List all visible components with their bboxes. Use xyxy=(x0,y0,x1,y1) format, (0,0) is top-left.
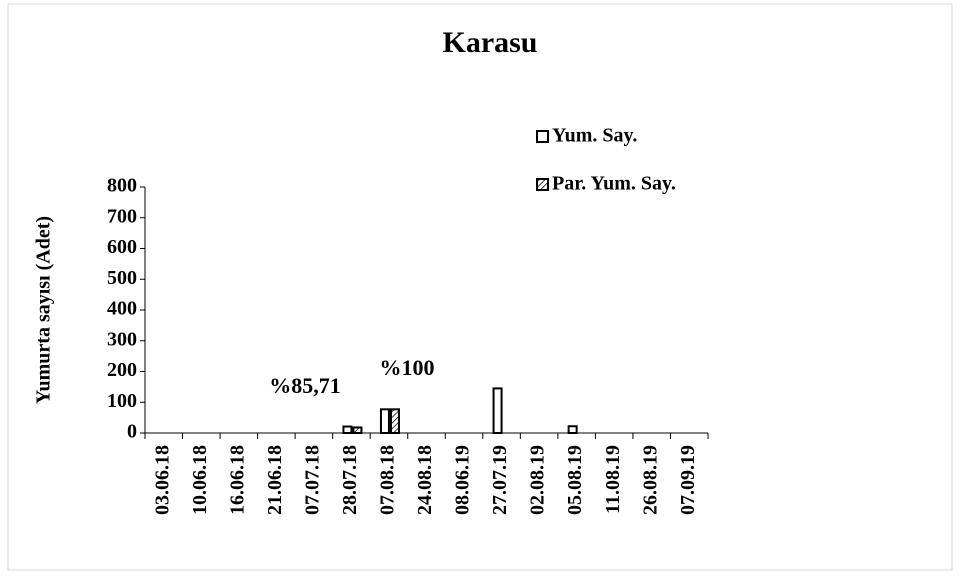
x-tick-label: 24.08.18 xyxy=(414,445,436,515)
y-tick-label: 600 xyxy=(107,236,137,258)
legend-label: Par. Yum. Say. xyxy=(552,173,676,195)
x-tick-label: 28.07.18 xyxy=(339,445,361,515)
y-tick-label: 500 xyxy=(107,267,137,289)
x-tick-label: 07.09.19 xyxy=(677,445,699,515)
bar xyxy=(567,425,578,434)
annotation: %100 xyxy=(380,355,435,380)
y-tick-label: 300 xyxy=(107,328,137,350)
y-tick-label: 400 xyxy=(107,298,137,320)
bar xyxy=(389,408,400,435)
y-axis-label: Yumurta sayısı (Adet) xyxy=(33,216,55,404)
y-tick-label: 0 xyxy=(127,421,137,443)
x-tick-label: 10.06.18 xyxy=(189,445,211,515)
x-tick-label: 07.08.18 xyxy=(377,445,399,515)
bar xyxy=(352,426,363,434)
annotation: %85,71 xyxy=(269,373,341,398)
bar xyxy=(342,425,353,435)
legend-swatch xyxy=(536,178,549,191)
x-tick-label: 07.07.18 xyxy=(301,445,323,515)
x-tick-label: 27.07.19 xyxy=(489,445,511,515)
x-tick-label: 05.08.19 xyxy=(564,445,586,515)
legend-swatch xyxy=(536,130,549,143)
x-tick-label: 08.06.19 xyxy=(452,445,474,515)
y-tick-label: 800 xyxy=(107,175,137,197)
bar xyxy=(379,408,390,435)
x-tick-label: 21.06.18 xyxy=(264,445,286,515)
x-tick-label: 11.08.19 xyxy=(602,445,624,514)
x-tick-label: 26.08.19 xyxy=(639,445,661,515)
x-tick-label: 16.06.18 xyxy=(226,445,248,515)
frame xyxy=(7,3,953,571)
bar xyxy=(492,387,503,435)
y-tick-label: 100 xyxy=(107,390,137,412)
chart-title: Karasu xyxy=(442,26,537,59)
x-tick-label: 02.08.19 xyxy=(527,445,549,515)
y-tick-label: 200 xyxy=(107,359,137,381)
legend-label: Yum. Say. xyxy=(552,125,637,147)
x-tick-label: 03.06.18 xyxy=(151,445,173,515)
y-tick-label: 700 xyxy=(107,205,137,227)
